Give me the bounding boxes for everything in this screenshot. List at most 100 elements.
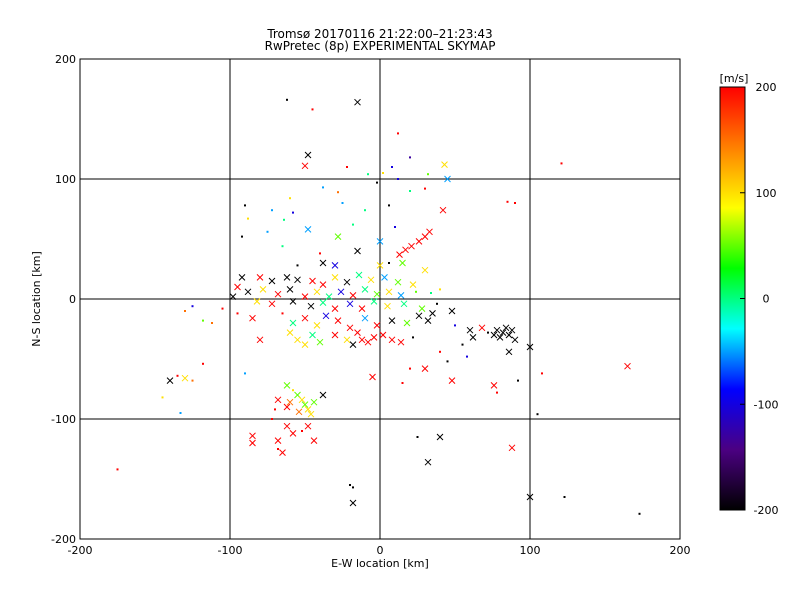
- scatter-point-dot: [341, 202, 344, 204]
- scatter-point-cross: [421, 365, 429, 372]
- scatter-point-cross: [490, 382, 498, 389]
- scatter-point-cross: [624, 362, 631, 370]
- scatter-point-dot: [397, 132, 399, 135]
- scatter-point-cross: [408, 242, 415, 250]
- chart-subtitle: RwPretec (8p) EXPERIMENTAL SKYMAP: [265, 39, 496, 53]
- scatter-point-cross: [301, 293, 309, 300]
- scatter-point-dot: [271, 209, 273, 212]
- scatter-point-dot: [388, 262, 390, 264]
- scatter-point-cross: [229, 293, 237, 300]
- scatter-point-cross: [354, 98, 361, 106]
- scatter-point-dot: [311, 108, 314, 111]
- scatter-point-cross: [361, 314, 369, 322]
- scatter-point-cross: [309, 331, 316, 339]
- scatter-point-dot: [446, 360, 449, 363]
- scatter-point-dot: [560, 162, 563, 165]
- scatter-point-cross: [358, 336, 366, 344]
- scatter-point-dot: [301, 430, 303, 432]
- scatter-point-dot: [221, 307, 224, 310]
- scatter-point-cross: [402, 246, 409, 254]
- scatter-point-dot: [409, 190, 411, 192]
- y-tick-label: -100: [51, 413, 76, 426]
- scatter-point-cross: [424, 317, 432, 324]
- scatter-point-dot: [236, 312, 239, 315]
- y-tick-label: -200: [51, 533, 76, 546]
- scatter-point-cross: [508, 444, 516, 452]
- colorbar-tick-label: -200: [754, 504, 779, 517]
- scatter-point-dot: [412, 336, 414, 339]
- scatter-point-cross: [441, 161, 448, 168]
- scatter-point-cross: [238, 274, 246, 281]
- scatter-point-cross: [343, 336, 351, 344]
- scatter-point-dot: [454, 324, 456, 327]
- scatter-point-cross: [283, 274, 291, 281]
- scatter-point-cross: [304, 226, 312, 233]
- scatter-point-cross: [304, 151, 312, 159]
- scatter-point-cross: [373, 322, 381, 329]
- y-tick-label: 100: [55, 173, 76, 186]
- scatter-point-dot: [247, 217, 249, 220]
- y-tick-label: 0: [69, 293, 76, 306]
- scatter-point-dot: [176, 374, 179, 377]
- colorbar-tick-labels: 200 100 0 -100 -200: [740, 81, 778, 517]
- scatter-point-dot: [352, 486, 354, 489]
- scatter-point-cross: [384, 302, 391, 310]
- scatter-point-cross: [490, 331, 498, 339]
- scatter-point-dot: [541, 372, 543, 375]
- scatter-point-dot: [496, 391, 498, 394]
- colorbar: [m/s] 200 100 0 -100 -200: [719, 72, 778, 517]
- scatter-point-dot: [382, 172, 384, 174]
- scatter-point-dot: [415, 290, 417, 293]
- scatter-point-cross: [334, 233, 342, 240]
- scatter-point-cross: [268, 277, 276, 285]
- scatter-point-cross: [256, 274, 264, 281]
- scatter-point-dot: [487, 331, 489, 334]
- scatter-point-cross: [181, 374, 189, 382]
- scatter-point-cross: [469, 334, 477, 341]
- scatter-point-cross: [274, 437, 282, 444]
- scatter-point-cross: [478, 324, 486, 332]
- scatter-point-cross: [511, 336, 519, 344]
- scatter-point-dot: [346, 166, 348, 168]
- x-axis-label: E-W location [km]: [331, 557, 429, 570]
- scatter-point-cross: [298, 396, 306, 404]
- scatter-point-cross: [301, 341, 309, 348]
- scatter-point-dot: [466, 355, 468, 358]
- scatter-point-dot: [271, 418, 273, 420]
- scatter-point-cross: [249, 314, 256, 322]
- scatter-point-cross: [307, 302, 315, 310]
- scatter-point-cross: [499, 329, 507, 336]
- x-tick-label: 0: [377, 544, 384, 557]
- y-tick-labels: -200 -100 0 100 200: [51, 53, 76, 546]
- scatter-point-cross: [400, 300, 408, 308]
- scatter-point-dot: [281, 245, 284, 248]
- plot-frame: [79, 58, 681, 540]
- chart-title: Tromsø 20170116 21:22:00–21:23:43: [266, 27, 492, 41]
- scatter-point-cross: [346, 300, 354, 308]
- scatter-point-cross: [394, 278, 402, 286]
- scatter-point-cross: [526, 493, 534, 501]
- scatter-point-cross: [388, 317, 396, 324]
- scatter-point-dot: [376, 181, 378, 184]
- scatter-point-dot: [244, 204, 246, 207]
- scatter-point-cross: [289, 319, 297, 327]
- scatter-point-cross: [316, 338, 324, 346]
- scatter-point-cross: [307, 410, 315, 418]
- scatter-point-cross: [313, 322, 321, 329]
- scatter-point-cross: [234, 283, 241, 291]
- colorbar-tick-label: 0: [763, 293, 770, 306]
- scatter-point-cross: [310, 398, 318, 406]
- scatter-point-cross: [334, 317, 342, 324]
- scatter-point-cross: [505, 331, 513, 339]
- x-tick-labels: -200 -100 0 100 200: [68, 544, 691, 557]
- scatter-point-dot: [292, 389, 294, 392]
- scatter-point-cross: [409, 281, 417, 288]
- scatter-point-cross: [268, 300, 276, 308]
- scatter-point-dot: [439, 350, 441, 353]
- scatter-point-cross: [415, 312, 423, 320]
- scatter-point-cross: [358, 305, 366, 312]
- scatter-point-cross: [376, 238, 384, 245]
- scatter-point-dot: [349, 484, 351, 486]
- scatter-point-cross: [448, 377, 456, 384]
